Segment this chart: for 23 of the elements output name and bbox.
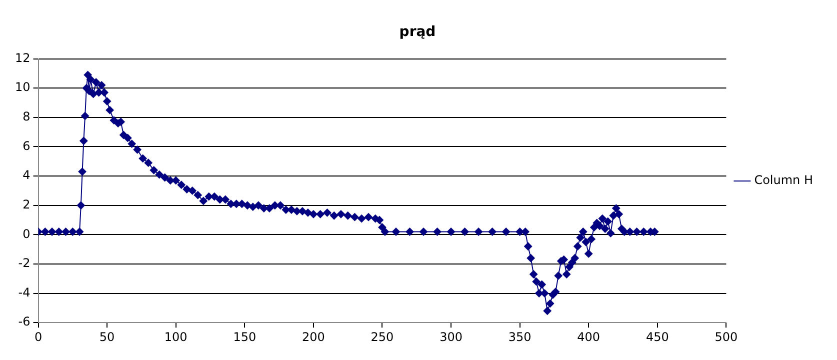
y-tick-label: 6 (22, 138, 30, 153)
y-tick-label: 4 (22, 168, 30, 182)
y-tick-label: -2 (18, 256, 30, 270)
x-tick-label: 250 (370, 330, 394, 344)
y-tick-label: 2 (22, 197, 30, 212)
y-tick-label: -4 (18, 285, 30, 300)
x-tick-label: 350 (508, 330, 532, 344)
x-tick-label: 300 (440, 330, 462, 344)
x-tick-label: 150 (233, 330, 256, 344)
x-tick-label: 200 (302, 330, 325, 344)
x-tick-label: 450 (646, 330, 669, 344)
y-tick-label: 0 (22, 226, 30, 241)
y-tick-label: 12 (14, 50, 30, 65)
y-tick-label: -6 (18, 314, 30, 329)
x-tick-label: 50 (99, 330, 115, 344)
x-tick-label: 100 (164, 330, 188, 344)
y-tick-label: 8 (22, 110, 30, 124)
legend-label: Column H (754, 173, 814, 188)
x-tick-label: 400 (577, 330, 600, 344)
y-tick-label: 10 (14, 80, 30, 94)
x-tick-label: 0 (34, 330, 42, 344)
x-tick-label: 500 (714, 330, 738, 344)
chart-title: prąd (399, 24, 436, 40)
